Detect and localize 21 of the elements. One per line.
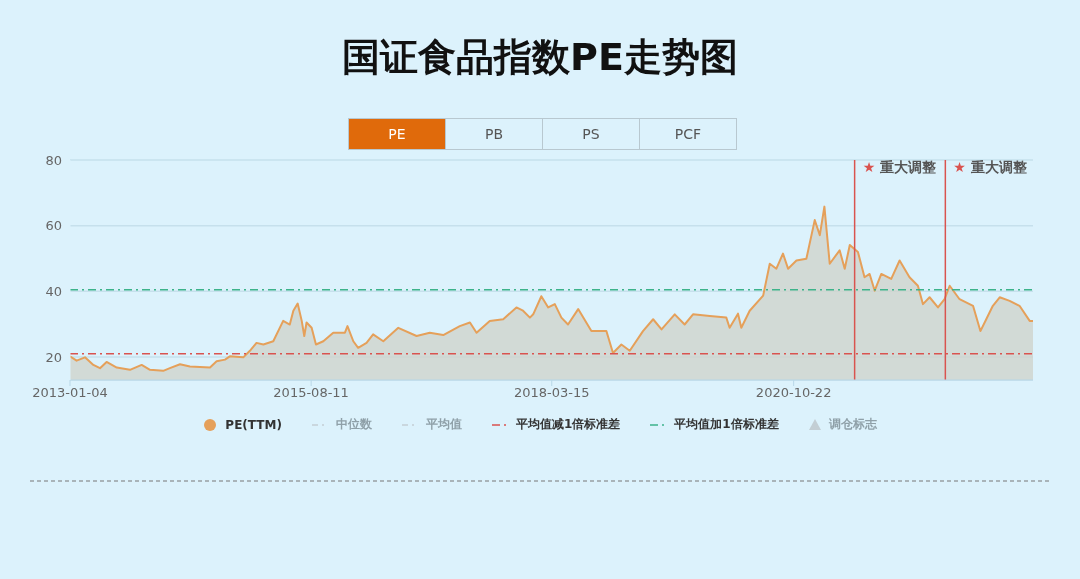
x-tick-label: 2018-03-15 xyxy=(513,385,590,401)
y-tick-label: 20 xyxy=(45,349,62,365)
legend-label: 平均值减1倍标准差 xyxy=(515,416,621,433)
y-tick-label: 60 xyxy=(45,218,62,234)
ref-line-label: ★ 重大调整 xyxy=(862,159,938,175)
legend-label: 平均值加1倍标准差 xyxy=(674,416,779,433)
text: 平均值 xyxy=(425,416,462,433)
chart-title: 国证食品指数PE走势图 xyxy=(341,34,739,81)
text: PCF xyxy=(639,118,737,150)
y-tick-label: 40 xyxy=(45,283,62,299)
x-tick-label: 2020-10-22 xyxy=(755,385,832,401)
legend-label: PE(TTM) xyxy=(225,417,282,432)
y-tick-label: 80 xyxy=(45,152,62,168)
ref-line-label: ★ 重大调整 xyxy=(953,159,1028,175)
text: PE xyxy=(348,118,446,150)
x-tick-label: 2015-08-11 xyxy=(273,385,349,401)
text: 中位数 xyxy=(335,416,372,433)
text: PS xyxy=(542,118,640,150)
text: PB xyxy=(445,118,543,150)
text: 调仓标志 xyxy=(828,416,877,433)
x-tick-label: 2013-01-04 xyxy=(32,385,108,401)
